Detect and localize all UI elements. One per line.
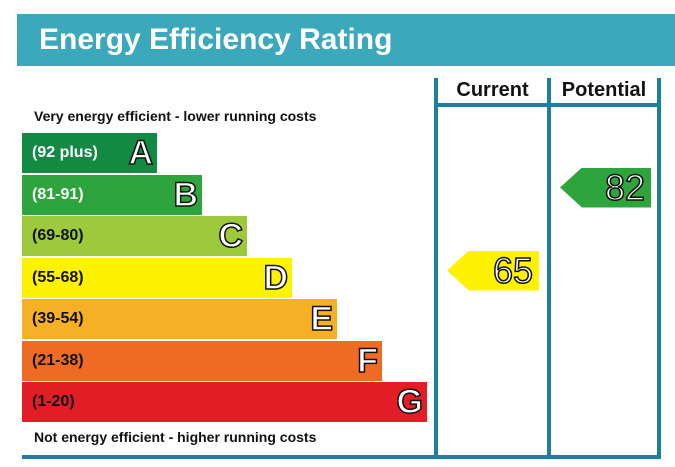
rating-band-e: (39-54) E: [22, 299, 337, 339]
band-range-label: (21-38): [32, 351, 84, 369]
potential-rating-arrow: 82: [560, 166, 651, 208]
current-rating-arrow: 65: [447, 249, 539, 291]
top-caption: Very energy efficient - lower running co…: [34, 108, 317, 124]
band-letter: A: [128, 133, 154, 173]
rating-band-c: (69-80) C: [22, 216, 247, 256]
band-letter: D: [263, 258, 289, 298]
rating-band-b: (81-91) B: [22, 174, 202, 215]
band-range-label: (92 plus): [32, 144, 98, 161]
band-letter: B: [173, 175, 199, 215]
rating-band-a: (92 plus) A: [22, 133, 157, 173]
frame-middle-divider: [547, 78, 551, 459]
band-range-label: (1-20): [32, 393, 75, 410]
rating-band-d: (55-68) D: [22, 257, 292, 298]
band-letter: E: [310, 299, 334, 339]
current-rating-value: 65: [492, 249, 534, 291]
band-range-label: (81-91): [32, 185, 84, 203]
page-title: Energy Efficiency Rating: [17, 14, 675, 66]
band-letter: G: [396, 382, 424, 422]
band-range-label: (39-54): [32, 310, 84, 327]
frame-bottom-line: [22, 455, 661, 459]
frame-header-line: [434, 103, 661, 107]
rating-band-f: (21-38) F: [22, 340, 382, 381]
frame-right-border: [657, 78, 661, 459]
current-column-header: Current: [456, 79, 529, 101]
potential-rating-value: 82: [604, 166, 646, 208]
frame-left-divider: [434, 78, 438, 459]
bottom-caption: Not energy efficient - higher running co…: [34, 429, 317, 445]
rating-band-g: (1-20) G: [22, 382, 427, 422]
potential-column-header: Potential: [561, 79, 647, 101]
band-letter: C: [218, 216, 244, 256]
band-range-label: (69-80): [32, 227, 84, 244]
band-letter: F: [356, 341, 378, 381]
band-range-label: (55-68): [32, 268, 84, 286]
